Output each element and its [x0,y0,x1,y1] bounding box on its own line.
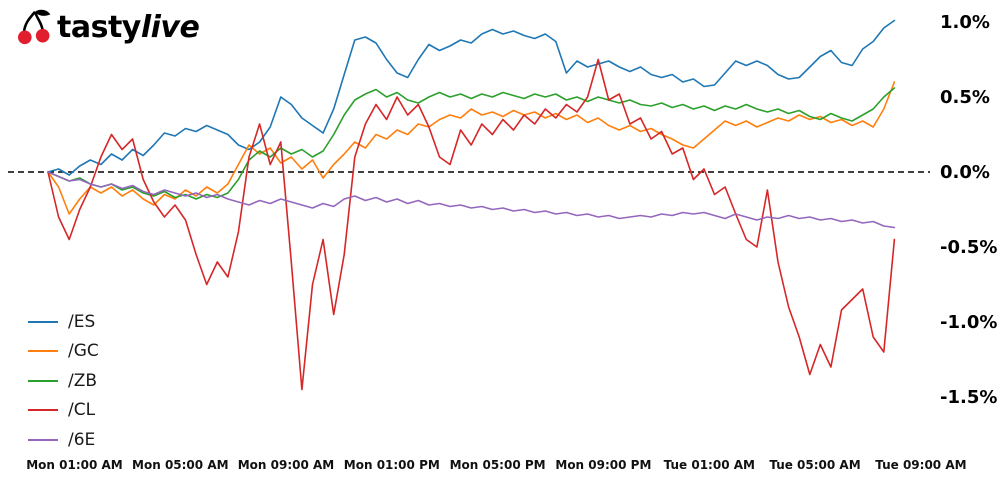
legend-label: /ZB [68,370,98,391]
y-tick-label: -1.0% [940,312,997,333]
x-tick-label: Mon 09:00 AM [238,458,335,472]
legend-label: /CL [68,400,96,421]
legend-label: /GC [68,341,99,362]
x-tick-label: Tue 09:00 AM [875,458,966,472]
y-axis-tick-labels: 1.0% 0.5% 0.0% -0.5% -1.0% -1.5% [940,12,997,408]
legend-item-gc: /GC [28,337,99,367]
x-tick-label: Mon 01:00 PM [344,458,440,472]
legend-swatch [28,409,58,412]
y-tick-label: 0.0% [940,162,990,183]
x-tick-label: Tue 05:00 AM [769,458,860,472]
y-tick-label: -1.5% [940,387,997,408]
legend-item-es: /ES [28,307,99,337]
legend-swatch [28,320,58,323]
x-tick-label: Tue 01:00 AM [664,458,755,472]
legend-item-zb: /ZB [28,366,99,396]
chart-legend: /ES/GC/ZB/CL/6E [28,307,99,455]
brand-wordmark: tastylive [57,8,200,48]
brand-name-italic: live [140,10,200,45]
x-tick-label: Mon 09:00 PM [555,458,651,472]
brand-name-regular: tasty [57,10,141,45]
legend-swatch [28,379,58,382]
cherry-icon [18,9,51,45]
legend-item-cl: /CL [28,396,99,426]
x-axis-tick-labels: Mon 01:00 AM Mon 05:00 AM Mon 09:00 AM Mon … [26,458,966,472]
series-line-6e [47,171,896,229]
series-line-gc [47,81,896,215]
plot-area [8,19,930,391]
legend-item-6e: /6E [28,425,99,455]
y-tick-label: 1.0% [940,12,990,33]
x-tick-label: Mon 05:00 AM [132,458,229,472]
brand-logo: tastylive [18,8,200,48]
y-tick-label: -0.5% [940,237,997,258]
legend-swatch [28,350,58,353]
legend-label: /ES [68,311,96,332]
x-tick-label: Mon 01:00 AM [26,458,123,472]
legend-swatch [28,438,58,441]
series-line-zb [47,87,896,200]
legend-label: /6E [68,429,96,450]
x-tick-label: Mon 05:00 PM [450,458,546,472]
series-line-es [47,19,896,176]
y-tick-label: 0.5% [940,87,990,108]
series-line-cl [47,58,896,391]
